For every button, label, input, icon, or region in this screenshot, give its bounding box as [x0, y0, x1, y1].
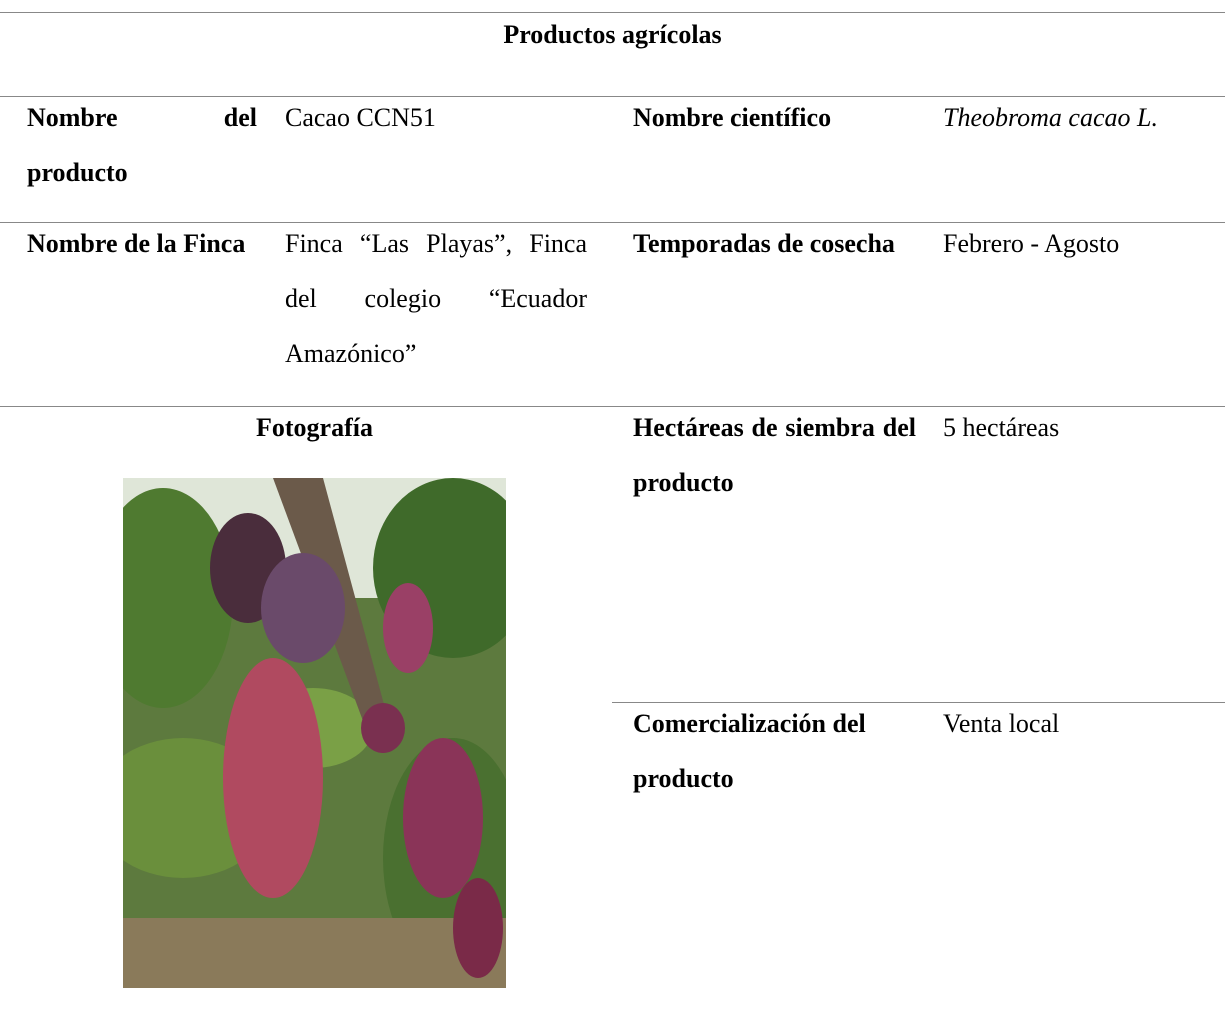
rule — [0, 406, 1225, 407]
cell-label: Nombre científico — [633, 103, 832, 132]
cell-value: Theobroma cacao L. — [943, 103, 1158, 132]
cell-label: Nombre del producto — [27, 103, 257, 187]
cell-value: Venta local — [943, 709, 1060, 738]
rule — [0, 96, 1225, 97]
cell-value: Finca “Las Playas”, Finca del colegio “E… — [285, 229, 587, 368]
cell-label: Comercialización del producto — [633, 709, 866, 793]
cell-value: 5 hectáreas — [943, 413, 1060, 442]
photo — [123, 478, 506, 988]
cell-value: Cacao CCN51 — [285, 103, 436, 132]
cell-label: Hectáreas de siembra del producto — [633, 413, 916, 497]
cell-label: Nombre de la Finca — [27, 229, 246, 258]
table-title: Productos agrícolas — [503, 20, 722, 49]
cell-value: Febrero - Agosto — [943, 229, 1120, 258]
cell-label: Fotografía — [256, 413, 373, 442]
cell-label: Temporadas de cosecha — [633, 229, 895, 258]
rule — [0, 222, 1225, 223]
rule — [0, 12, 1225, 13]
rule — [612, 702, 1225, 703]
